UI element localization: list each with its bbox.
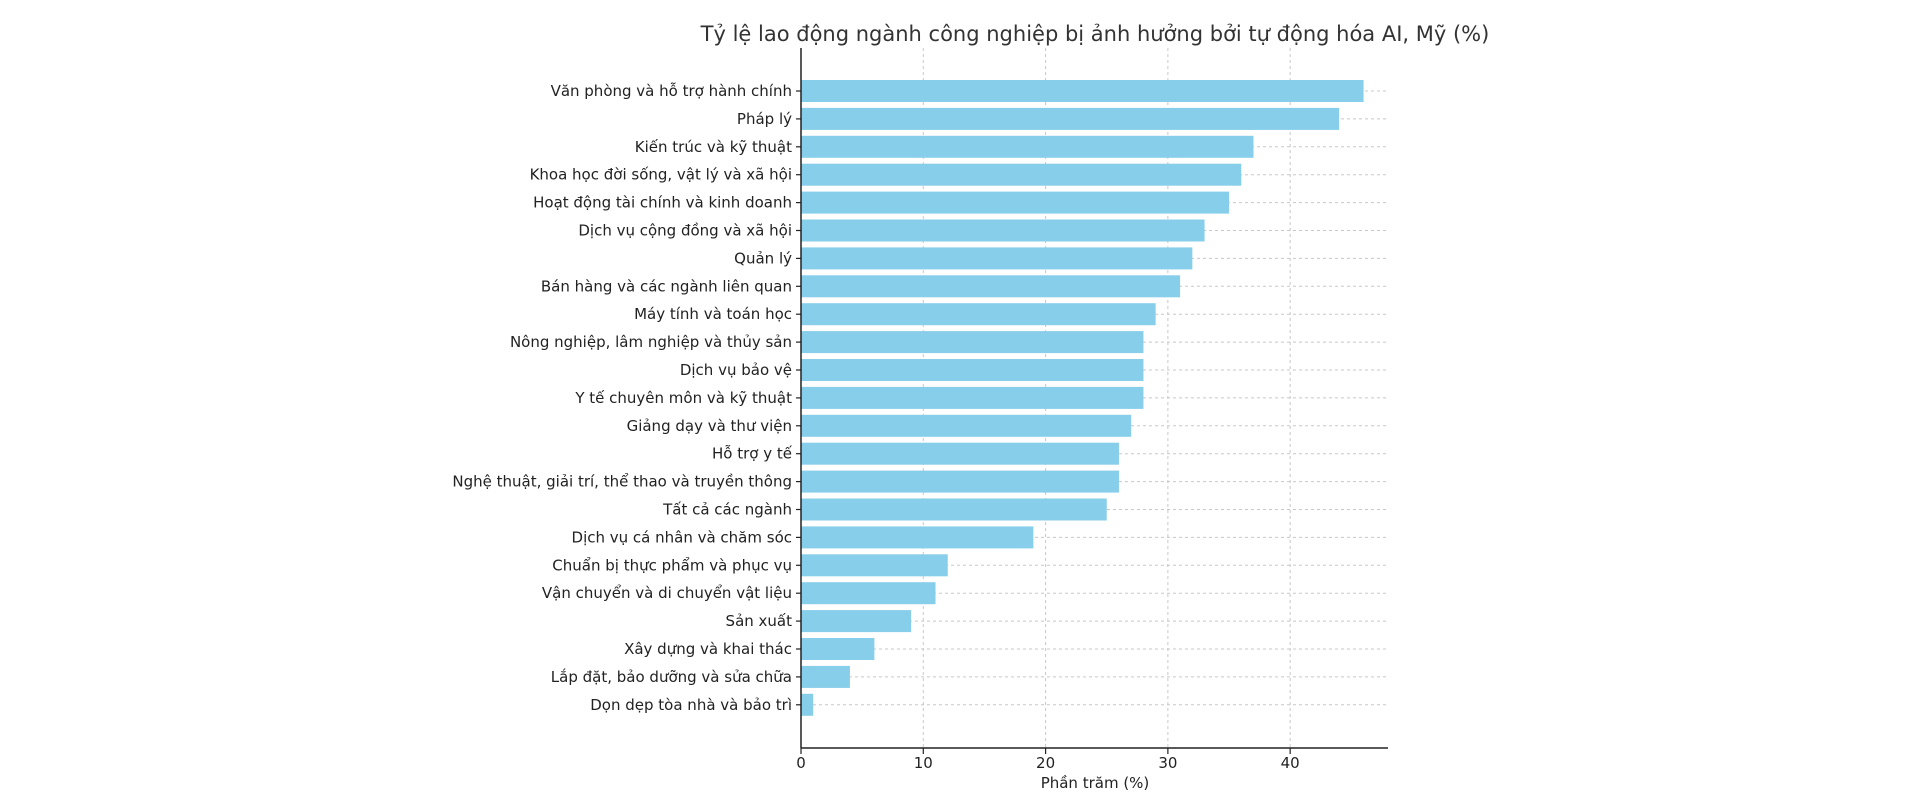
x-ticks: 0 10 20 30 40 xyxy=(796,748,1300,772)
bar xyxy=(801,247,1193,270)
y-tick-label: Sản xuất xyxy=(726,612,793,630)
bar xyxy=(801,470,1119,493)
y-tick-label: Văn phòng và hỗ trợ hành chính xyxy=(551,82,792,100)
bar xyxy=(801,554,948,577)
bar xyxy=(801,638,875,660)
bar xyxy=(801,191,1230,214)
bar xyxy=(801,107,1340,130)
y-tick-label: Hỗ trợ y tế xyxy=(712,445,793,463)
bar xyxy=(801,135,1254,158)
x-tick-label: 30 xyxy=(1158,754,1177,772)
bar xyxy=(801,219,1205,242)
y-tick-label: Hoạt động tài chính và kinh doanh xyxy=(533,194,792,212)
bar xyxy=(801,275,1181,298)
y-tick-label: Khoa học đời sống, vật lý và xã hội xyxy=(530,166,792,184)
y-tick-label: Chuẩn bị thực phẩm và phục vụ xyxy=(552,556,792,574)
bar xyxy=(801,582,936,605)
bar xyxy=(801,526,1034,549)
y-tick-label: Máy tính và toán học xyxy=(634,305,792,323)
y-tick-label: Vận chuyển và di chuyển vật liệu xyxy=(542,584,792,602)
bar xyxy=(801,359,1144,381)
x-tick-label: 40 xyxy=(1281,754,1300,772)
y-tick-label: Dịch vụ bảo vệ xyxy=(680,361,792,379)
bar xyxy=(801,163,1242,186)
bar xyxy=(801,610,912,633)
y-tick-label: Tất cả các ngành xyxy=(662,501,792,519)
y-tick-label: Kiến trúc và kỹ thuật xyxy=(635,138,792,156)
y-tick-label: Pháp lý xyxy=(737,110,792,128)
bar xyxy=(801,386,1144,409)
y-tick-label: Dọn dẹp tòa nhà và bảo trì xyxy=(590,696,792,714)
y-tick-label: Y tế chuyên môn và kỹ thuật xyxy=(574,389,792,407)
y-tick-label: Nông nghiệp, lâm nghiệp và thủy sản xyxy=(510,333,792,351)
y-tick-label: Giảng dạy và thư viện xyxy=(627,417,792,435)
bar xyxy=(801,665,850,688)
bar xyxy=(801,80,1364,102)
bar xyxy=(801,414,1132,437)
category-labels: Văn phòng và hỗ trợ hành chính Pháp lý Kiế… xyxy=(452,82,801,714)
x-tick-label: 20 xyxy=(1036,754,1055,772)
chart-title: Tỷ lệ lao động ngành công nghiệp bị ảnh … xyxy=(700,22,1490,46)
x-tick-label: 10 xyxy=(914,754,933,772)
bar xyxy=(801,331,1144,354)
y-tick-label: Xây dựng và khai thác xyxy=(624,640,792,658)
y-tick-label: Dịch vụ cá nhân và chăm sóc xyxy=(572,528,792,546)
x-axis-title: Phần trăm (%) xyxy=(1041,774,1150,792)
x-tick-label: 0 xyxy=(796,754,806,772)
bars xyxy=(801,80,1364,716)
y-tick-label: Lắp đặt, bảo dưỡng và sửa chữa xyxy=(551,668,792,686)
y-tick-label: Dịch vụ cộng đồng và xã hội xyxy=(578,222,792,240)
bar xyxy=(801,303,1156,326)
bar xyxy=(801,498,1107,521)
y-tick-label: Nghệ thuật, giải trí, thể thao và truyền… xyxy=(452,473,792,491)
bar xyxy=(801,693,814,716)
y-tick-label: Quản lý xyxy=(734,249,792,267)
bar xyxy=(801,442,1119,465)
y-tick-label: Bán hàng và các ngành liên quan xyxy=(541,277,792,295)
